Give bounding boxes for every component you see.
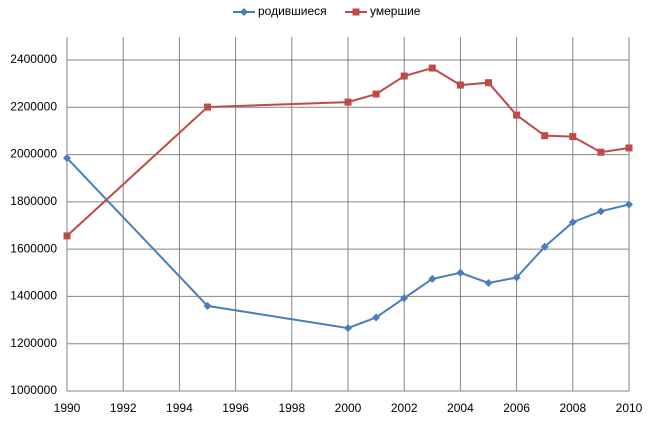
marker bbox=[63, 232, 71, 240]
x-tick-label: 1994 bbox=[166, 401, 193, 415]
x-tick-label: 1990 bbox=[54, 401, 81, 415]
y-tick-label: 1800000 bbox=[10, 194, 57, 208]
marker bbox=[240, 8, 248, 16]
marker bbox=[512, 273, 521, 282]
marker bbox=[625, 144, 633, 152]
marker bbox=[428, 64, 436, 72]
x-tick-label: 2000 bbox=[335, 401, 362, 415]
y-tick-label: 1400000 bbox=[10, 289, 57, 303]
marker bbox=[204, 103, 211, 111]
x-tick-label: 2008 bbox=[559, 401, 586, 415]
x-tick-label: 1992 bbox=[110, 401, 137, 415]
marker bbox=[372, 313, 381, 322]
x-tick-label: 2006 bbox=[503, 401, 530, 415]
legend-label: родившиеся bbox=[258, 4, 327, 18]
marker bbox=[569, 133, 577, 141]
marker bbox=[540, 242, 549, 251]
y-tick-label: 1200000 bbox=[10, 336, 57, 350]
marker bbox=[513, 111, 521, 119]
marker bbox=[597, 148, 605, 156]
marker bbox=[344, 324, 352, 333]
y-tick-label: 2400000 bbox=[10, 52, 57, 66]
marker bbox=[203, 301, 212, 310]
x-tick-label: 1998 bbox=[278, 401, 305, 415]
marker bbox=[484, 278, 493, 287]
x-tick-label: 2004 bbox=[447, 401, 474, 415]
marker bbox=[400, 72, 408, 80]
x-tick-label: 1996 bbox=[222, 401, 249, 415]
marker bbox=[568, 218, 577, 227]
marker bbox=[625, 200, 633, 209]
x-tick-label: 2002 bbox=[391, 401, 418, 415]
marker bbox=[428, 274, 437, 283]
marker bbox=[541, 132, 549, 140]
marker bbox=[400, 294, 409, 303]
y-tick-label: 1000000 bbox=[10, 383, 57, 397]
y-tick-label: 2200000 bbox=[10, 99, 57, 113]
marker bbox=[352, 8, 360, 16]
marker bbox=[372, 90, 380, 98]
marker bbox=[456, 81, 464, 89]
marker bbox=[63, 154, 71, 163]
x-tick-label: 2010 bbox=[616, 401, 643, 415]
marker bbox=[456, 268, 465, 277]
marker bbox=[344, 98, 352, 106]
legend-label: умершие bbox=[370, 4, 421, 18]
y-tick-label: 2000000 bbox=[10, 147, 57, 161]
y-tick-label: 1600000 bbox=[10, 241, 57, 255]
marker bbox=[596, 207, 605, 216]
marker bbox=[485, 79, 492, 87]
